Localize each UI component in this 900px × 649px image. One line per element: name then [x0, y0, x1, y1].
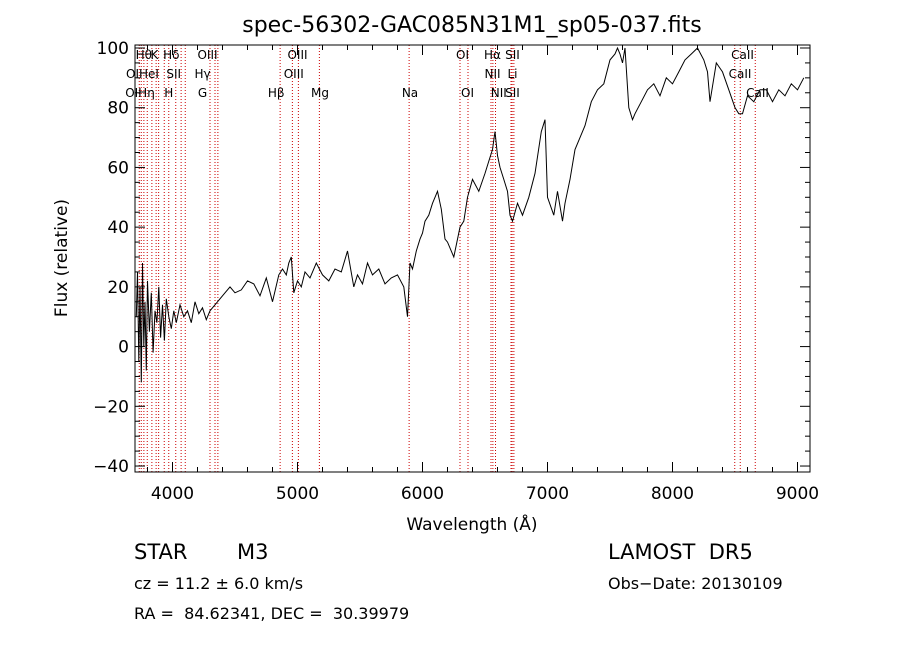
x-tick-label: 6000 — [401, 484, 444, 504]
x-axis-label: Wavelength (Å) — [406, 513, 537, 535]
line-label: Mg — [311, 86, 329, 100]
y-tick-label: 80 — [107, 99, 129, 119]
survey-release: LAMOST DR5 — [608, 540, 753, 564]
spectral-line-markers — [138, 45, 756, 472]
line-label: G — [198, 86, 207, 100]
y-axis-label: Flux (relative) — [52, 199, 72, 317]
observation-date: Obs−Date: 20130109 — [608, 574, 783, 593]
x-tick-label: 5000 — [276, 484, 319, 504]
coordinates: RA = 84.62341, DEC = 30.39979 — [134, 604, 410, 623]
y-axis-ticks: −40 −20 0 20 40 60 80 100 — [93, 39, 810, 477]
line-label: OIII — [284, 67, 304, 81]
x-tick-label: 4000 — [151, 484, 194, 504]
y-tick-label: 20 — [107, 278, 129, 298]
x-tick-label: 8000 — [651, 484, 694, 504]
y-tick-label: 100 — [97, 39, 129, 59]
line-label: Li — [507, 67, 517, 81]
line-label: K — [150, 48, 159, 62]
spectrum-line — [135, 46, 805, 383]
object-subclass: M3 — [237, 540, 269, 564]
y-tick-label: 0 — [118, 338, 129, 358]
line-label: SII — [505, 86, 520, 100]
object-type: STAR — [134, 540, 188, 564]
y-tick-label: −40 — [93, 457, 129, 477]
y-tick-label: 60 — [107, 158, 129, 178]
line-label: Na — [402, 86, 418, 100]
line-label: Hβ — [268, 86, 285, 100]
line-label: CaII — [731, 48, 754, 62]
line-label: OI — [461, 86, 474, 100]
line-label: Hγ — [194, 67, 210, 81]
line-label: H — [164, 86, 173, 100]
line-label: Hθ — [136, 48, 152, 62]
chart-title: spec-56302-GAC085N31M1_sp05-037.fits — [242, 13, 702, 38]
redshift-cz: cz = 11.2 ± 6.0 km/s — [134, 574, 304, 593]
line-label: CaII — [729, 67, 752, 81]
x-tick-label: 9000 — [776, 484, 819, 504]
line-label: Hα — [484, 48, 501, 62]
y-tick-label: 40 — [107, 218, 129, 238]
line-label: NII — [491, 86, 507, 100]
x-axis-ticks: 4000 5000 6000 7000 8000 9000 — [147, 45, 819, 504]
y-tick-label: −20 — [93, 397, 129, 417]
line-label: SII — [505, 48, 520, 62]
line-label: NII — [484, 67, 500, 81]
line-label: OIII — [197, 48, 217, 62]
x-tick-label: 7000 — [526, 484, 569, 504]
plot-frame — [134, 44, 811, 473]
line-label: OIHeI — [126, 67, 159, 81]
line-label: Hδ — [163, 48, 179, 62]
line-label: OI — [456, 48, 469, 62]
line-label: SII — [166, 67, 181, 81]
